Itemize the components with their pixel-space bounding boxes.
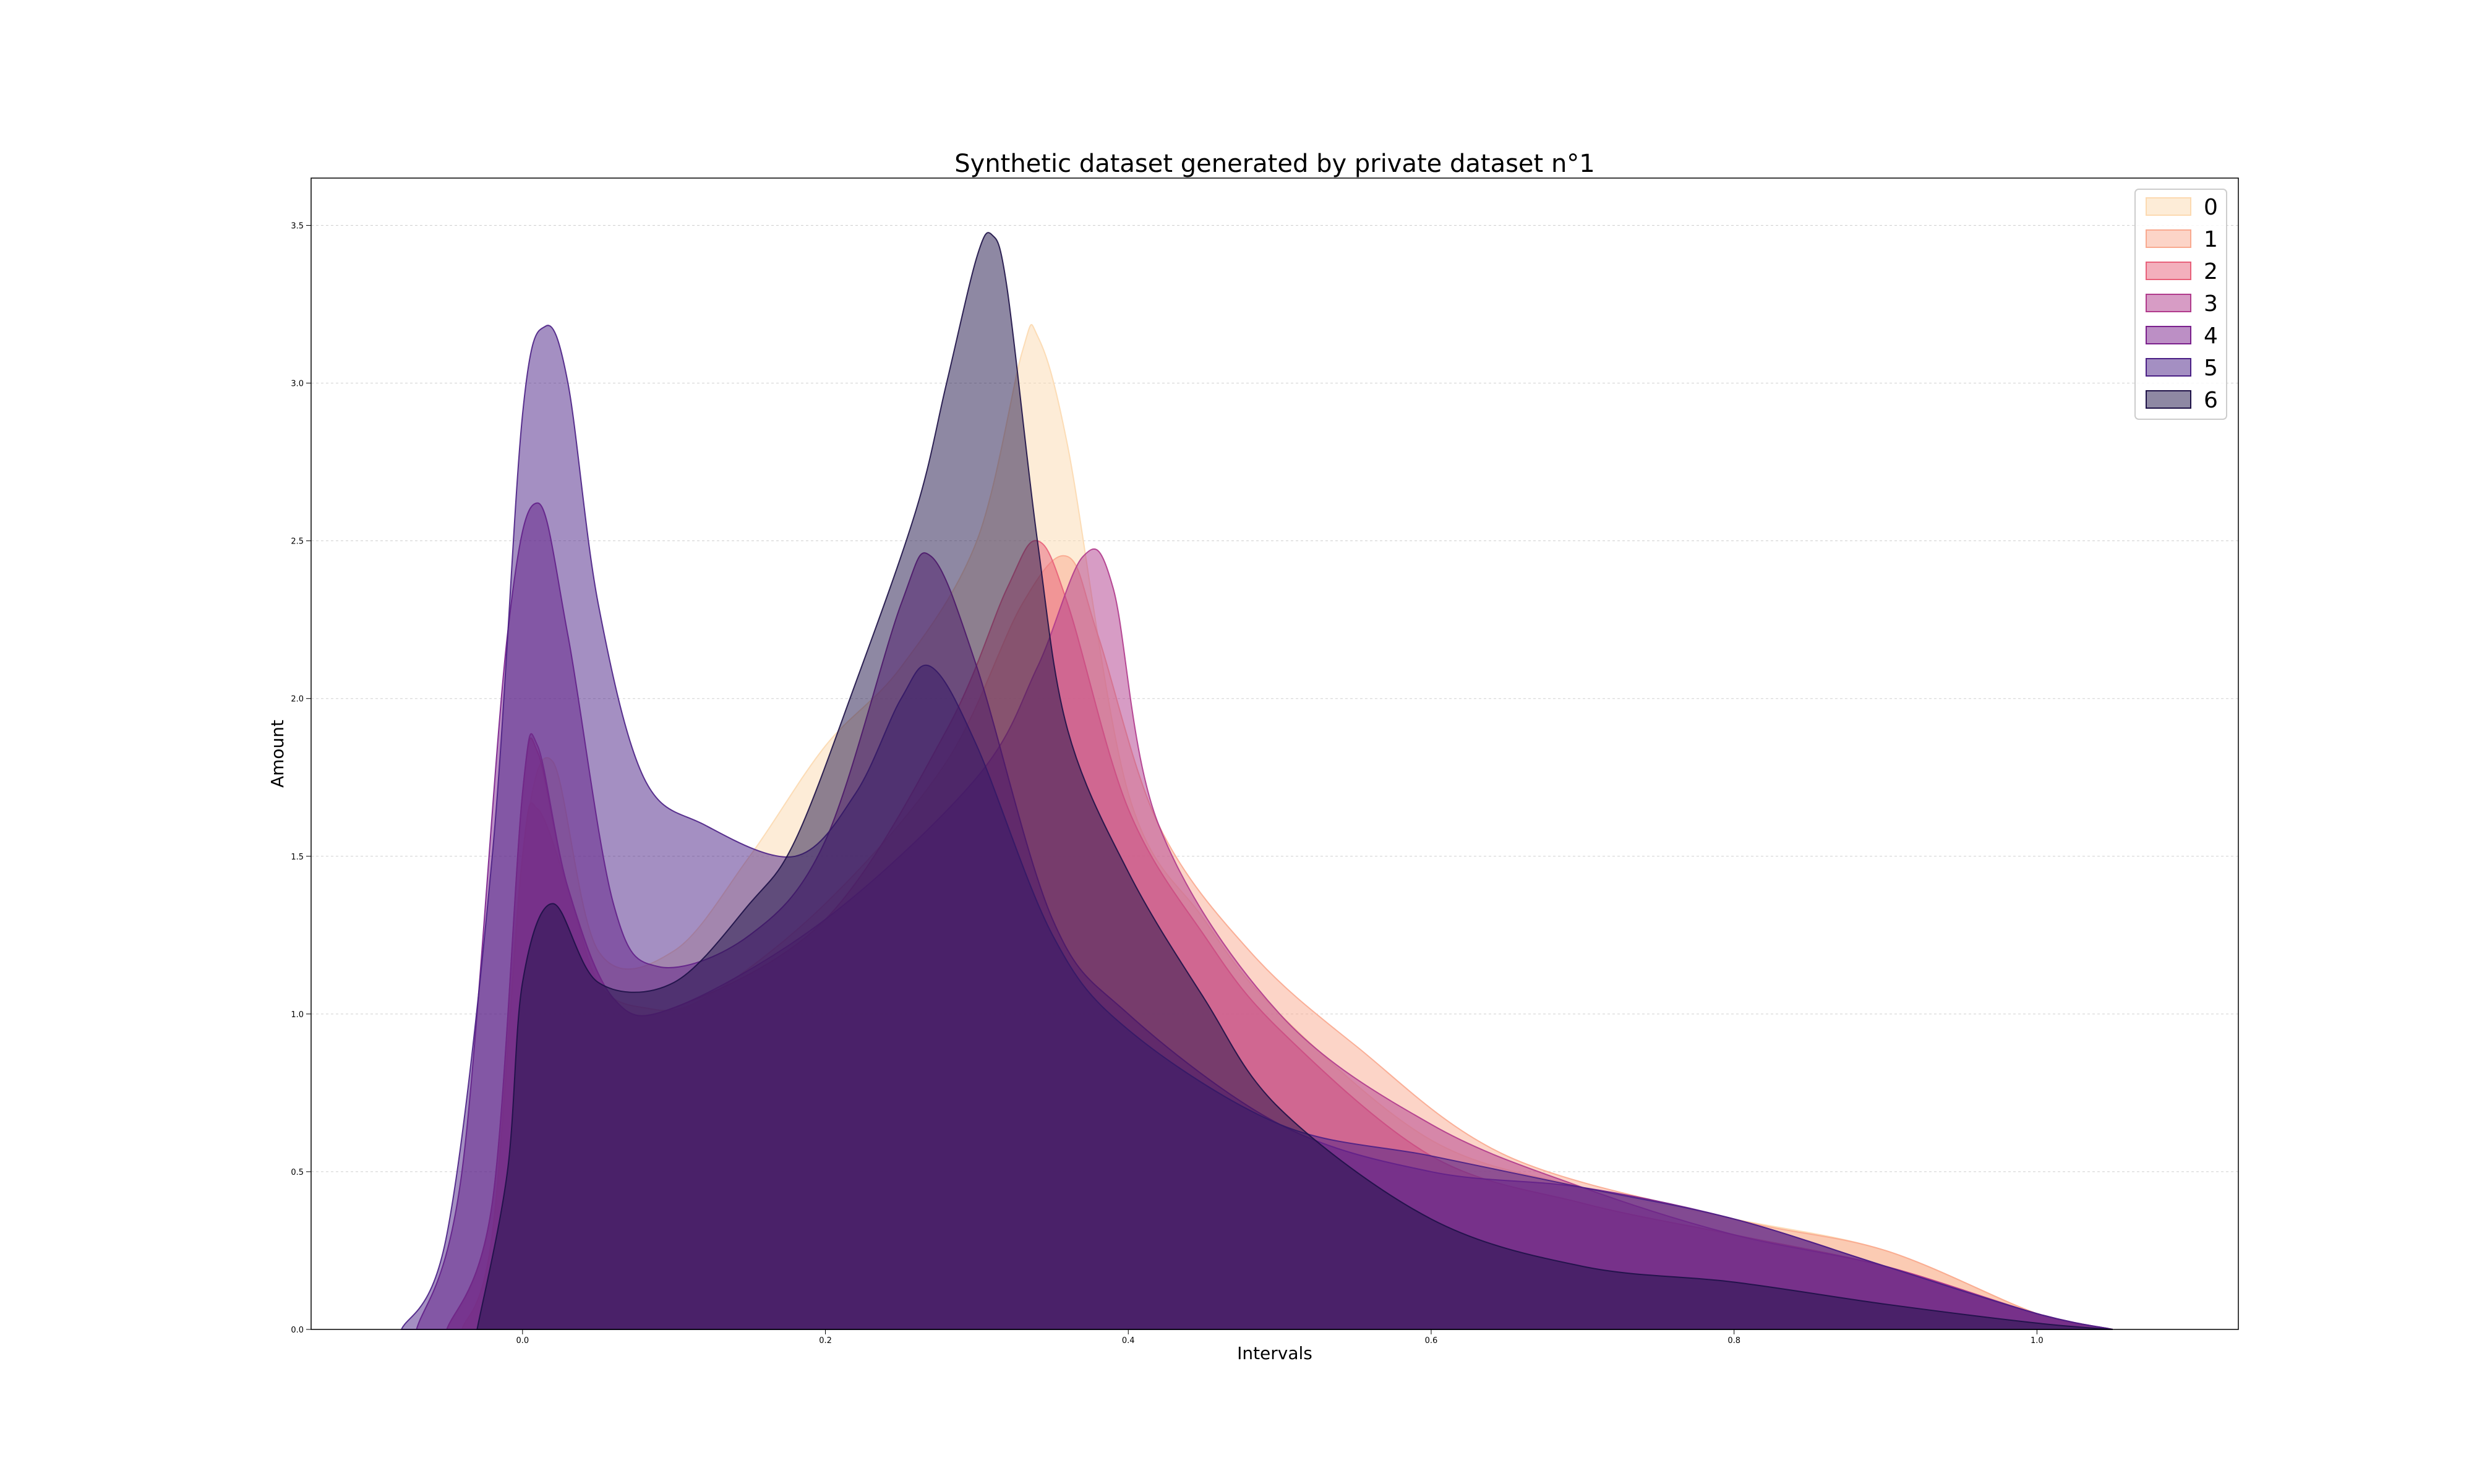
legend-label: 5	[2204, 356, 2218, 381]
legend-swatch	[2146, 197, 2191, 216]
legend-label: 3	[2204, 291, 2218, 317]
legend-label: 4	[2204, 323, 2218, 349]
y-axis-label: Amount	[267, 720, 288, 788]
y-tick-label: 2.5	[291, 537, 304, 547]
y-axis-ticks: 0.0 0.5 1.0 1.5 2.0 2.5 3.0 3.5	[291, 222, 311, 1335]
y-tick-label: 0.5	[291, 1168, 304, 1177]
legend-swatch	[2146, 390, 2191, 409]
y-tick-label: 2.0	[291, 695, 304, 704]
legend-swatch	[2146, 358, 2191, 377]
x-tick-label: 0.0	[516, 1336, 529, 1345]
x-tick-label: 1.0	[2031, 1336, 2044, 1345]
y-tick-label: 3.0	[291, 380, 304, 389]
legend-swatch	[2146, 294, 2191, 312]
legend: 0 1 2 3 4 5 6	[2134, 189, 2227, 420]
legend-swatch	[2146, 229, 2191, 248]
area-series-6	[476, 232, 2113, 1330]
legend-label: 1	[2204, 227, 2218, 252]
legend-swatch	[2146, 262, 2191, 280]
x-tick-label: 0.8	[1727, 1336, 1740, 1345]
y-tick-label: 1.5	[291, 853, 304, 862]
legend-label: 6	[2204, 388, 2218, 413]
x-axis-ticks: 0.0 0.2 0.4 0.6 0.8 1.0	[516, 1329, 2044, 1345]
legend-label: 2	[2204, 259, 2218, 284]
y-tick-label: 1.0	[291, 1010, 304, 1020]
legend-label: 0	[2204, 195, 2218, 220]
y-tick-label: 0.0	[291, 1326, 304, 1335]
legend-swatch	[2146, 326, 2191, 344]
plot-frame	[310, 177, 2239, 1330]
chart-title: Synthetic dataset generated by private d…	[954, 150, 1595, 178]
x-tick-label: 0.4	[1122, 1336, 1135, 1345]
x-tick-label: 0.2	[819, 1336, 832, 1345]
density-areas	[400, 232, 2113, 1330]
y-tick-label: 3.5	[291, 222, 304, 231]
x-tick-label: 0.6	[1425, 1336, 1438, 1345]
x-axis-label: Intervals	[1237, 1343, 1312, 1363]
